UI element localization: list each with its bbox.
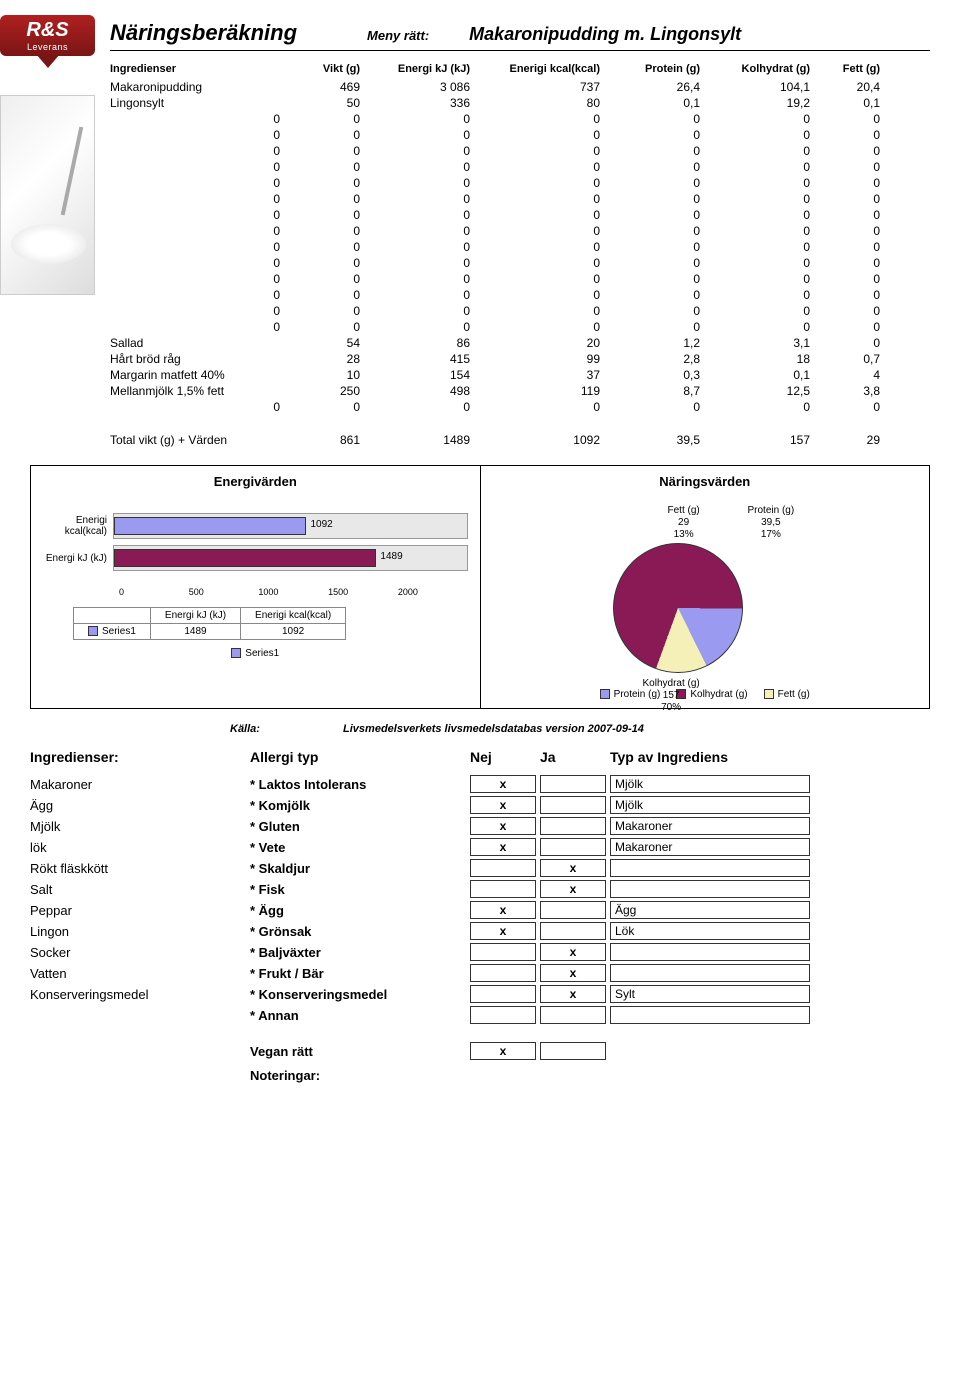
- decorative-food-image: [0, 95, 95, 295]
- chart-left-title: Energivärden: [43, 474, 468, 489]
- table-row: 0000000: [110, 159, 930, 175]
- series-swatch: Series1: [43, 648, 468, 659]
- allergy-row: Lingon* GrönsakxLök: [30, 922, 930, 940]
- table-row: 0000000: [110, 207, 930, 223]
- column-headers: IngredienserVikt (g)Energi kJ (kJ)Enerig…: [110, 59, 930, 79]
- source: Källa: Livsmedelsverkets livsmedelsdatab…: [230, 723, 930, 735]
- table-row: 0000000: [110, 239, 930, 255]
- table-row: Mellanmjölk 1,5% fett2504981198,712,53,8: [110, 383, 930, 399]
- table-row: 0000000: [110, 287, 930, 303]
- pie-chart: Kolhydrat (g)15770%Protein (g)39,517%Fet…: [493, 503, 918, 683]
- allergy-headers: Ingredienser:Allergi typNejJaTyp av Ingr…: [30, 749, 930, 765]
- table-row: 0000000: [110, 255, 930, 271]
- logo: R&S Leverans: [0, 15, 95, 68]
- allergy-row: Makaroner* Laktos IntoleransxMjölk: [30, 775, 930, 793]
- allergy-row: Konserveringsmedel* KonserveringsmedelxS…: [30, 985, 930, 1003]
- allergy-row: Ägg* KomjölkxMjölk: [30, 796, 930, 814]
- table-row: Lingonsylt50336800,119,20,1: [110, 95, 930, 111]
- bar-legend-table: Energi kJ (kJ)Enerigi kcal(kcal) Series1…: [73, 607, 346, 640]
- table-row: 0000000: [110, 223, 930, 239]
- table-row: 0000000: [110, 111, 930, 127]
- table-row: 0000000: [110, 319, 930, 335]
- allergy-row: Mjölk* GlutenxMakaroner: [30, 817, 930, 835]
- page-title: Näringsberäkning: [110, 20, 297, 46]
- table-row: Sallad5486201,23,10: [110, 335, 930, 351]
- meny-label: Meny rätt:: [367, 28, 429, 43]
- bar-chart: Enerigi kcal(kcal)1092Energi kJ (kJ)1489: [43, 503, 468, 581]
- allergy-row: Vatten* Frukt / Bärx: [30, 964, 930, 982]
- allergy-row: Salt* Fiskx: [30, 880, 930, 898]
- total-row: Total vikt (g) + Värden8611489109239,515…: [110, 425, 930, 455]
- table-row: Makaronipudding4693 08673726,4104,120,4: [110, 79, 930, 95]
- notes-row: Noteringar:: [30, 1068, 930, 1083]
- header: Näringsberäkning Meny rätt: Makaronipudd…: [110, 20, 930, 51]
- pie-legend: Protein (g)Kolhydrat (g)Fett (g): [493, 689, 918, 700]
- table-row: 0000000: [110, 143, 930, 159]
- allergy-row: Socker* Baljväxterx: [30, 943, 930, 961]
- table-row: 0000000: [110, 271, 930, 287]
- table-row: 0000000: [110, 303, 930, 319]
- allergy-row: lök* VetexMakaroner: [30, 838, 930, 856]
- charts: Energivärden Enerigi kcal(kcal)1092Energ…: [30, 465, 930, 709]
- allergy-row: * Annan: [30, 1006, 930, 1024]
- allergy-row: Rökt fläskkött* Skaldjurx: [30, 859, 930, 877]
- table-row: 0000000: [110, 191, 930, 207]
- table-row: 0000000: [110, 399, 930, 415]
- vegan-row: Vegan rätt x: [30, 1042, 930, 1060]
- table-row: Hårt bröd råg28415992,8180,7: [110, 351, 930, 367]
- table-row: Margarin matfett 40%10154370,30,14: [110, 367, 930, 383]
- dish-name: Makaronipudding m. Lingonsylt: [469, 24, 741, 45]
- allergy-row: Peppar* ÄggxÄgg: [30, 901, 930, 919]
- table-row: 0000000: [110, 175, 930, 191]
- chart-right-title: Näringsvärden: [493, 474, 918, 489]
- table-row: 0000000: [110, 127, 930, 143]
